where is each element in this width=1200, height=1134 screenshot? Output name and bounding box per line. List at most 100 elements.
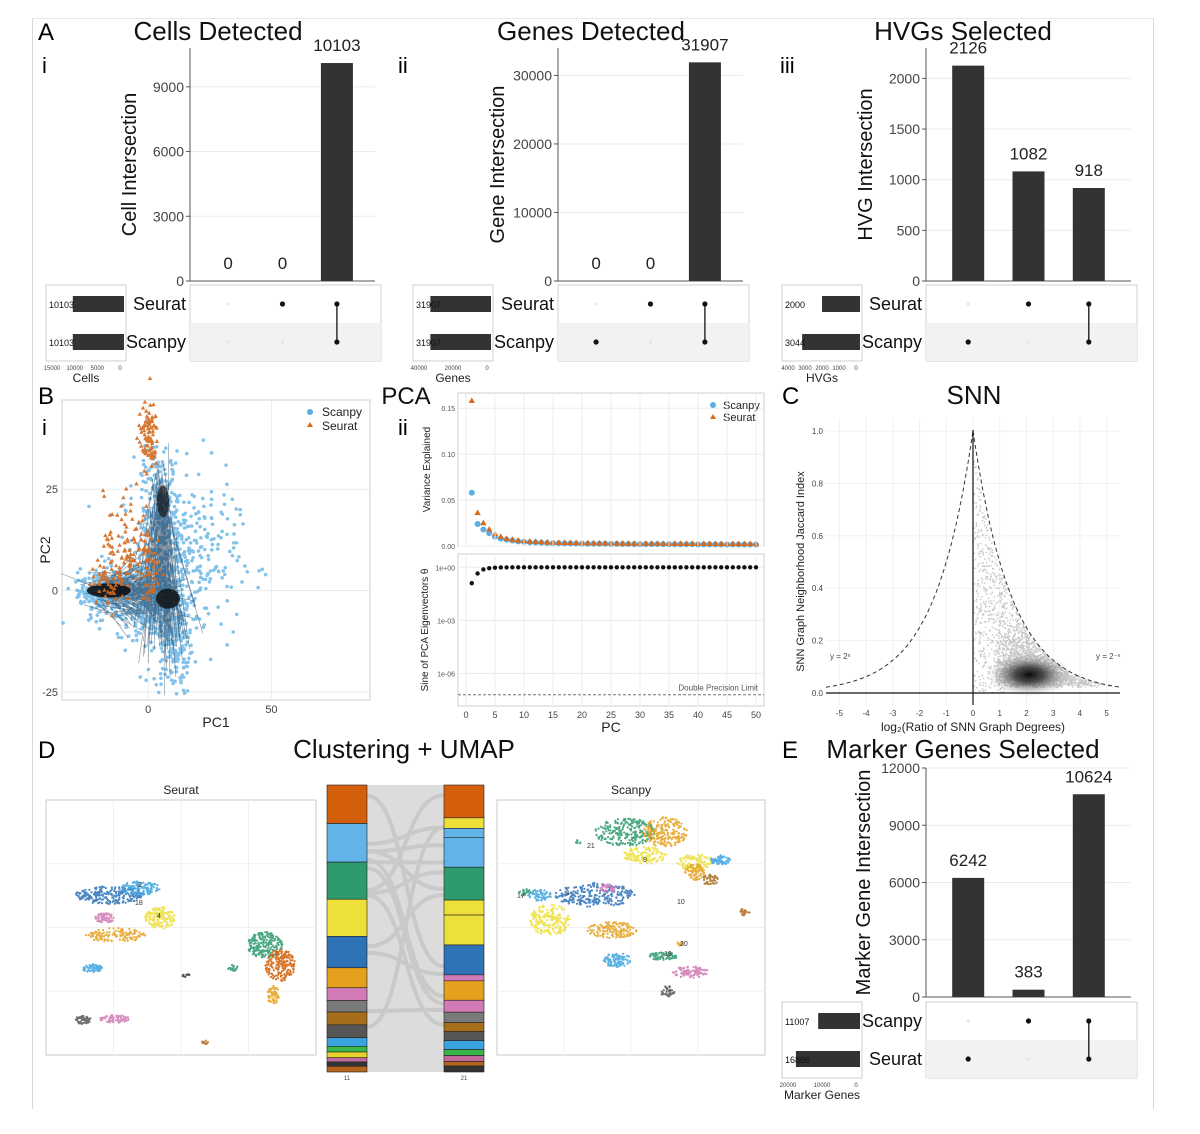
set-size-value: 31907 (416, 338, 441, 348)
seurat-cluster-label: 2 (138, 882, 142, 889)
seurat-cluster-stratum (326, 1037, 368, 1047)
bar (320, 63, 353, 282)
x-tick-label: 4 (1078, 709, 1083, 718)
figure-frame (32, 18, 1154, 1109)
x-tick-label: 50 (751, 710, 761, 720)
set-size-value: 11007 (785, 1017, 809, 1027)
y-tick-label: 10000 (513, 204, 552, 220)
point-seurat (718, 540, 725, 547)
set-size-tick-label: 10000 (814, 1083, 831, 1089)
sine-point (585, 565, 590, 570)
point-scanpy (480, 526, 487, 533)
chart-title: Cells Detected (133, 16, 302, 46)
y-axis-label: Variance Explained (422, 427, 433, 512)
legend-marker-seurat (307, 422, 313, 427)
point-seurat (677, 540, 684, 546)
point-scanpy (474, 520, 481, 527)
x-tick-label: 3 (1051, 709, 1056, 718)
point-seurat (689, 540, 696, 546)
set-size-bar (818, 1013, 860, 1029)
point-seurat (567, 539, 574, 546)
sine-point (655, 565, 660, 570)
sine-point (533, 565, 538, 570)
set-label: Scanpy (862, 332, 922, 352)
sine-point (498, 565, 503, 570)
set-size-tick-label: 2000 (815, 366, 829, 372)
sine-point (539, 565, 544, 570)
point-seurat (480, 519, 487, 526)
seurat-cluster-stratum (326, 1024, 368, 1039)
set-size-axis-label: Marker Genes (784, 1088, 860, 1102)
y-tick-label: 500 (897, 222, 921, 238)
y-tick-label: 0.10 (441, 452, 455, 459)
scanpy-cluster-label: 19 (664, 951, 672, 958)
set-size-value: 10103 (49, 338, 74, 348)
set-size-tick-label: 3000 (798, 366, 812, 372)
set-size-tick-label: 4000 (781, 366, 795, 372)
upset-A-iii: HVGs Selected 0 500 1000 1500 2000 HVG Interse… (781, 16, 1138, 385)
x-tick-label: -1 (943, 709, 951, 718)
set-size-tick-label: 1000 (832, 366, 846, 372)
matrix-row-shade (926, 323, 1137, 361)
chart-title: Genes Detected (497, 16, 685, 46)
sine-point (753, 565, 759, 570)
set-size-tick-label: 0 (854, 1083, 858, 1089)
seurat-cluster-stratum (326, 987, 368, 1001)
y-tick-label: 0.4 (812, 584, 824, 593)
scanpy-cluster-label: 21 (587, 843, 595, 850)
sine-point (632, 565, 637, 570)
set-label: Scanpy (126, 332, 186, 352)
set-label: Seurat (133, 294, 186, 314)
dense-core (155, 588, 180, 609)
dense-core (86, 583, 131, 598)
point-seurat (486, 526, 493, 532)
seurat-cluster (75, 885, 145, 905)
y-tick-label: 2000 (889, 70, 920, 86)
y-axis-label: Gene Intersection (487, 86, 509, 244)
sine-point (724, 565, 730, 570)
panel-letter-c: C (782, 383, 799, 410)
scanpy-cluster (642, 816, 688, 848)
seurat-cluster-stratum (326, 1051, 368, 1059)
sine-point (603, 565, 608, 570)
sine-point (736, 565, 741, 570)
scanpy-cluster-stratum (443, 1022, 485, 1032)
point-seurat (683, 540, 690, 546)
sine-point (504, 565, 509, 570)
bar (1012, 171, 1045, 281)
point-seurat (631, 540, 638, 546)
matrix-dot-filled (1025, 1018, 1032, 1024)
x-axis-label: log₂(Ratio of SNN Graph Degrees) (881, 720, 1065, 734)
scanpy-cluster-stratum (443, 914, 485, 946)
chart-title: PCA (381, 383, 430, 410)
sub-label-a-i: i (42, 53, 47, 78)
y-axis-label: Sine of PCA Eigenvectors θ (420, 568, 431, 691)
scanpy-cluster (574, 839, 582, 845)
panel-letter-e: E (782, 737, 798, 764)
x-tick-label: 0 (463, 710, 468, 720)
bar-value-label: 383 (1014, 963, 1042, 982)
set-size-value: 3044 (785, 338, 805, 348)
x-tick-label: 45 (722, 710, 732, 720)
scanpy-cluster-label: 10 (677, 899, 685, 906)
sine-point (574, 565, 579, 570)
scanpy-cluster (527, 889, 552, 902)
point-seurat (660, 540, 667, 546)
sine-point (579, 565, 585, 570)
x-tick-label: -2 (916, 709, 924, 718)
matrix-dot-empty (1026, 1057, 1031, 1061)
sine-point (678, 565, 683, 570)
bar (952, 65, 985, 281)
sine-point (597, 565, 602, 570)
seurat-cluster-label: 4 (157, 913, 161, 920)
scanpy-cluster (683, 863, 706, 882)
point-seurat (712, 540, 719, 547)
y-tick-label: 0 (52, 586, 58, 598)
seurat-cluster-stratum (326, 936, 368, 969)
set-size-tick-label: 20000 (445, 366, 462, 372)
seurat-cluster (201, 1039, 210, 1045)
sine-point (701, 565, 706, 570)
y-axis-label: Marker Gene Intersection (853, 770, 875, 996)
scanpy-cluster-stratum (443, 980, 485, 1001)
